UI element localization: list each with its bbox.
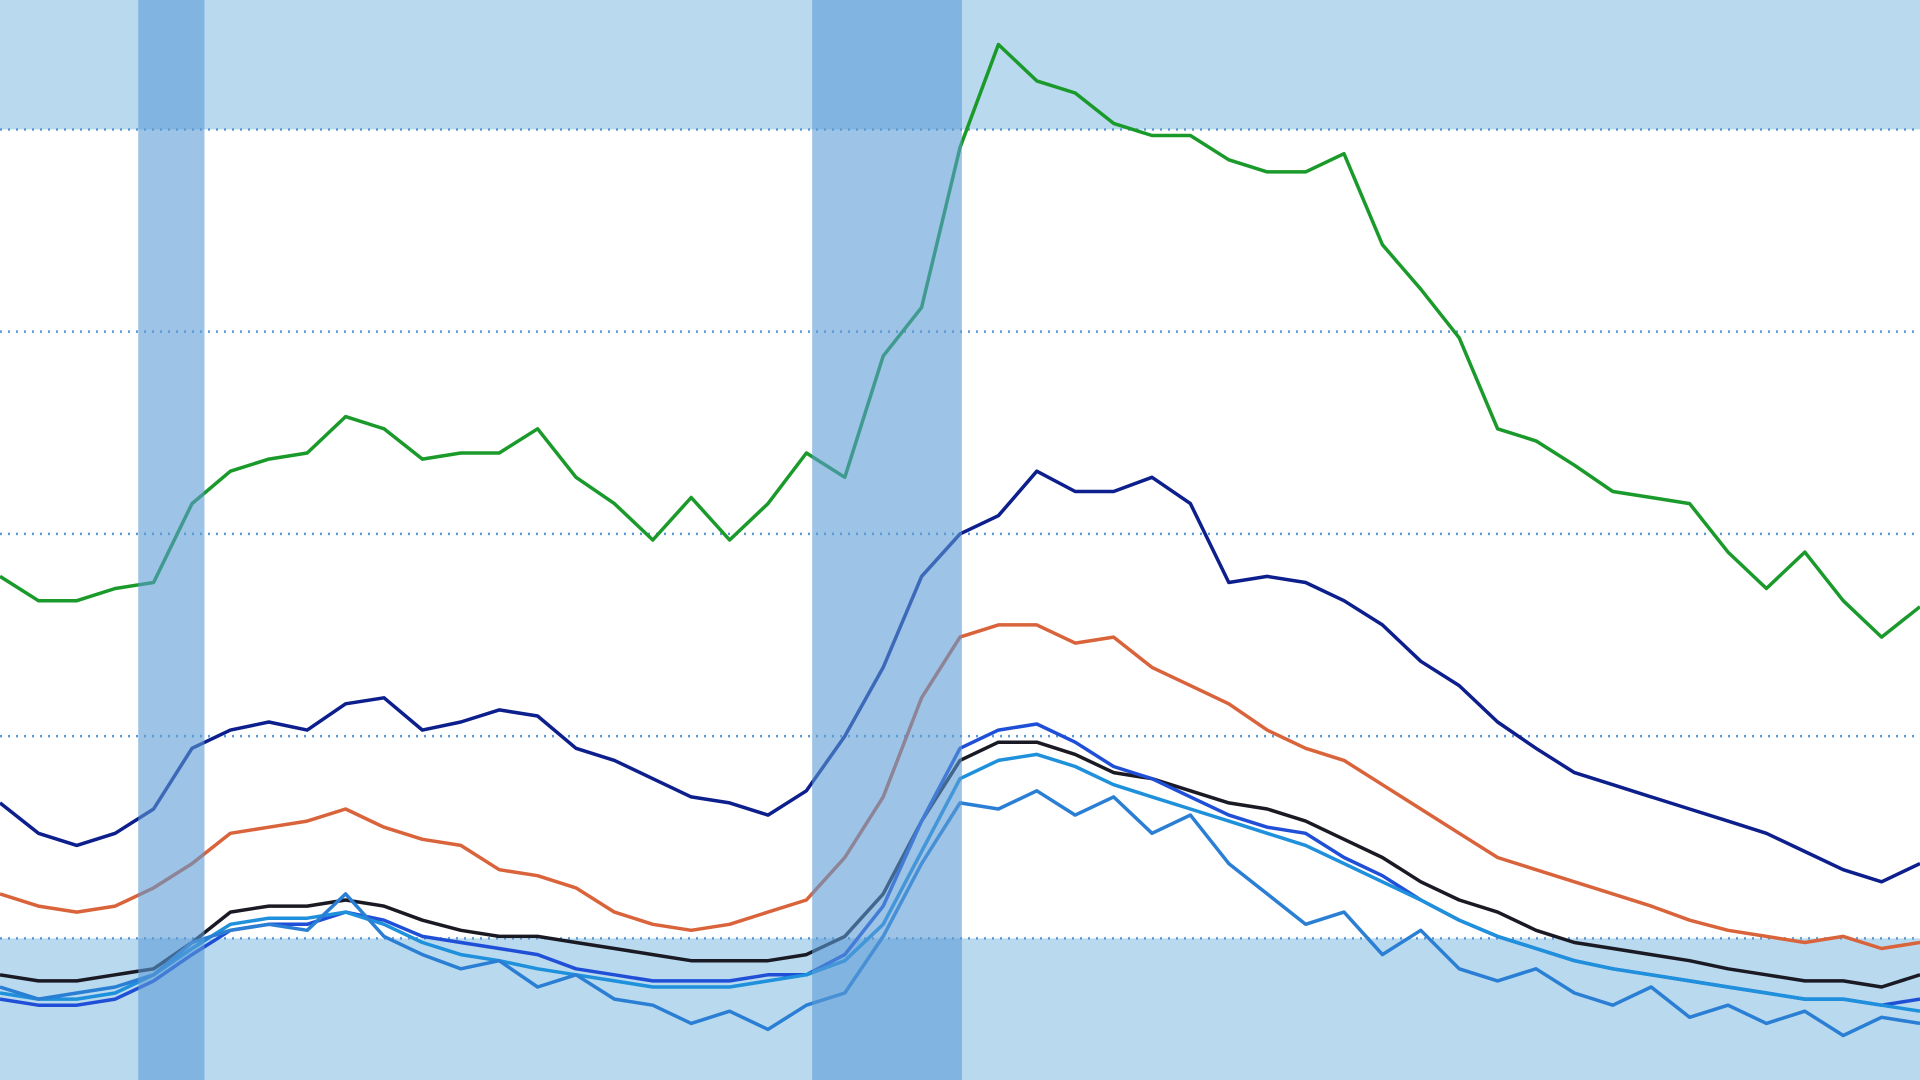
recession-band [138,0,205,1080]
recession-band [812,0,962,1080]
